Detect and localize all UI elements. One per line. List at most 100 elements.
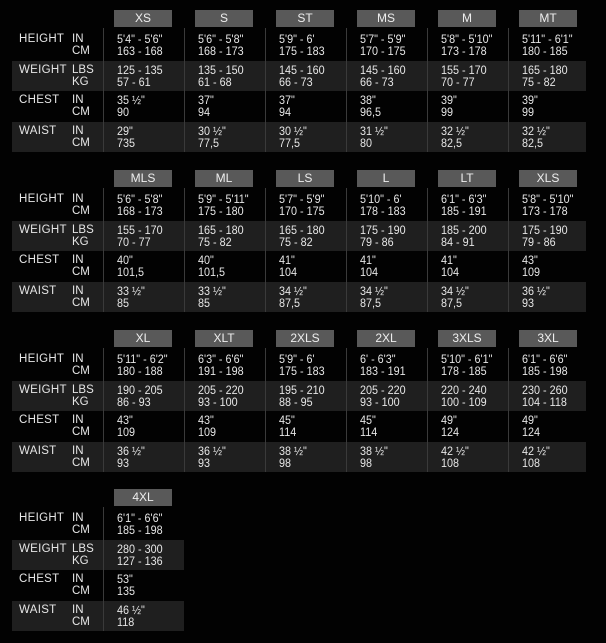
cell-chest: 41" 104 <box>441 254 459 278</box>
cell-chest: 43" 109 <box>117 414 135 438</box>
cell-value: 43" <box>117 413 133 427</box>
cell-value: 36 ½" <box>198 443 226 458</box>
row-units: IN CM <box>72 125 90 149</box>
cell-value: 93 - 100 <box>360 394 400 409</box>
table-row-waist: WAIST IN CM 29" 735 30 ½" 77,5 30 ½" 77,5 31 ½" 80… <box>12 121 586 152</box>
cell-value: 93 - 100 <box>198 394 238 409</box>
column-divider <box>103 348 104 472</box>
cell-value: 30 ½" <box>198 123 226 138</box>
cell-value: 43" <box>522 253 538 267</box>
column-divider <box>184 348 185 472</box>
cell-chest: 43" 109 <box>198 414 216 438</box>
size-table-block: HEIGHT IN CM 6'1" - 6'6" 185 - 198 WEIGHT LBS K… <box>12 479 184 639</box>
cell-value: 5'10" - 6' <box>360 192 402 206</box>
cell-weight: 165 - 180 75 - 82 <box>279 224 325 248</box>
cell-waist: 31 ½" 80 <box>360 125 388 149</box>
cell-value: 173 - 178 <box>441 44 487 58</box>
cell-height: 5'10" - 6'1" 178 - 185 <box>441 353 492 377</box>
cell-value: 37" <box>279 93 295 107</box>
cell-value: 86 - 93 <box>117 394 151 409</box>
cell-value: 40" <box>117 253 133 267</box>
cell-waist: 42 ½" 108 <box>522 445 550 469</box>
row-units: IN CM <box>72 33 90 57</box>
cell-waist: 36 ½" 93 <box>522 285 550 309</box>
cell-value: 36 ½" <box>522 283 550 298</box>
column-divider <box>103 507 104 631</box>
row-label: HEIGHT <box>19 353 65 365</box>
cell-waist: 33 ½" 85 <box>198 285 226 309</box>
cell-value: 178 - 183 <box>360 204 406 218</box>
cell-chest: 45" 114 <box>279 414 296 438</box>
size-header: M <box>438 10 496 27</box>
size-table-block: HEIGHT IN CM 5'6" - 5'8" 168 - 173 5'9" - 5'1… <box>12 160 586 320</box>
cell-chest: 39" 99 <box>522 94 538 118</box>
cell-value: 163 - 168 <box>117 44 163 58</box>
unit-label: CM <box>72 426 90 438</box>
cell-value: 185 - 198 <box>522 364 568 378</box>
cell-value: 135 <box>117 584 136 598</box>
cell-value: 175 - 183 <box>279 364 325 378</box>
cell-value: 183 - 191 <box>360 364 406 378</box>
cell-waist: 33 ½" 85 <box>117 285 145 309</box>
unit-label: IN <box>72 284 84 297</box>
unit-label: IN <box>72 353 84 365</box>
unit-label: IN <box>72 414 84 426</box>
row-label: WAIST <box>19 284 57 297</box>
cell-value: 84 - 91 <box>441 234 475 249</box>
unit-label: CM <box>72 45 90 57</box>
cell-value: 45" <box>360 413 376 427</box>
table-row-waist: WAIST IN CM 36 ½" 93 36 ½" 93 38 ½" 98 38 ½" 98 42 … <box>12 441 586 472</box>
cell-value: 96,5 <box>360 105 382 119</box>
cell-height: 5'6" - 5'8" 168 - 173 <box>198 33 244 57</box>
cell-value: 57 - 61 <box>117 74 151 89</box>
table-row-weight: WEIGHT LBS KG 125 - 135 57 - 61 135 - 150 61 -… <box>12 60 586 91</box>
cell-weight: 205 - 220 93 - 100 <box>360 384 406 408</box>
cell-weight: 135 - 150 61 - 68 <box>198 64 244 88</box>
unit-label: LBS <box>72 383 94 396</box>
size-header: 4XL <box>114 489 172 506</box>
row-units: IN CM <box>72 94 90 118</box>
cell-value: 145 - 160 <box>360 62 406 77</box>
table-row-height: HEIGHT IN CM 5'4" - 5'6" 163 - 168 5'6" - 5'8… <box>12 30 586 60</box>
cell-weight: 125 - 135 57 - 61 <box>117 64 163 88</box>
cell-weight: 280 - 300 127 - 136 <box>117 543 163 567</box>
size-table-block: HEIGHT IN CM 5'4" - 5'6" 163 - 168 5'6" - 5'8… <box>12 0 586 160</box>
row-units: IN CM <box>72 254 90 278</box>
table-row-height: HEIGHT IN CM 5'6" - 5'8" 168 - 173 5'9" - 5'1… <box>12 190 586 220</box>
cell-height: 5'8" - 5'10" 173 - 178 <box>441 33 492 57</box>
cell-value: 5'9" - 6' <box>279 32 315 46</box>
unit-label: CM <box>72 106 90 118</box>
cell-value: 87,5 <box>360 295 382 310</box>
row-units: IN CM <box>72 193 90 217</box>
row-units: IN CM <box>72 512 90 536</box>
cell-value: 170 - 175 <box>279 204 325 218</box>
cell-value: 98 <box>279 455 292 470</box>
unit-label: KG <box>72 75 89 88</box>
cell-value: 6'1" - 6'6" <box>522 352 568 366</box>
row-label: WEIGHT <box>19 383 67 396</box>
cell-value: 185 - 200 <box>441 222 487 237</box>
row-label: CHEST <box>19 414 60 426</box>
cell-value: 220 - 240 <box>441 382 487 397</box>
cell-value: 5'11" - 6'1" <box>522 32 573 46</box>
cell-value: 79 - 86 <box>522 234 556 249</box>
cell-chest: 40" 101,5 <box>117 254 144 278</box>
table-row-weight: WEIGHT LBS KG 155 - 170 70 - 77 165 - 180 75 -… <box>12 220 586 251</box>
cell-value: 191 - 198 <box>198 364 244 378</box>
cell-value: 77,5 <box>279 135 301 150</box>
row-label: CHEST <box>19 254 60 266</box>
unit-label: CM <box>72 456 90 469</box>
cell-value: 75 - 82 <box>198 234 232 249</box>
cell-value: 43" <box>198 413 214 427</box>
cell-value: 178 - 185 <box>441 364 487 378</box>
cell-chest: 41" 104 <box>279 254 297 278</box>
cell-waist: 32 ½" 82,5 <box>522 125 550 149</box>
cell-value: 99 <box>522 105 535 119</box>
table-row-waist: WAIST IN CM 46 ½" 118 <box>12 600 184 631</box>
cell-value: 104 <box>441 265 460 279</box>
cell-value: 45" <box>279 413 295 427</box>
unit-label: KG <box>72 554 89 567</box>
cell-value: 109 <box>198 425 217 439</box>
column-divider <box>103 28 104 152</box>
unit-label: KG <box>72 395 89 408</box>
